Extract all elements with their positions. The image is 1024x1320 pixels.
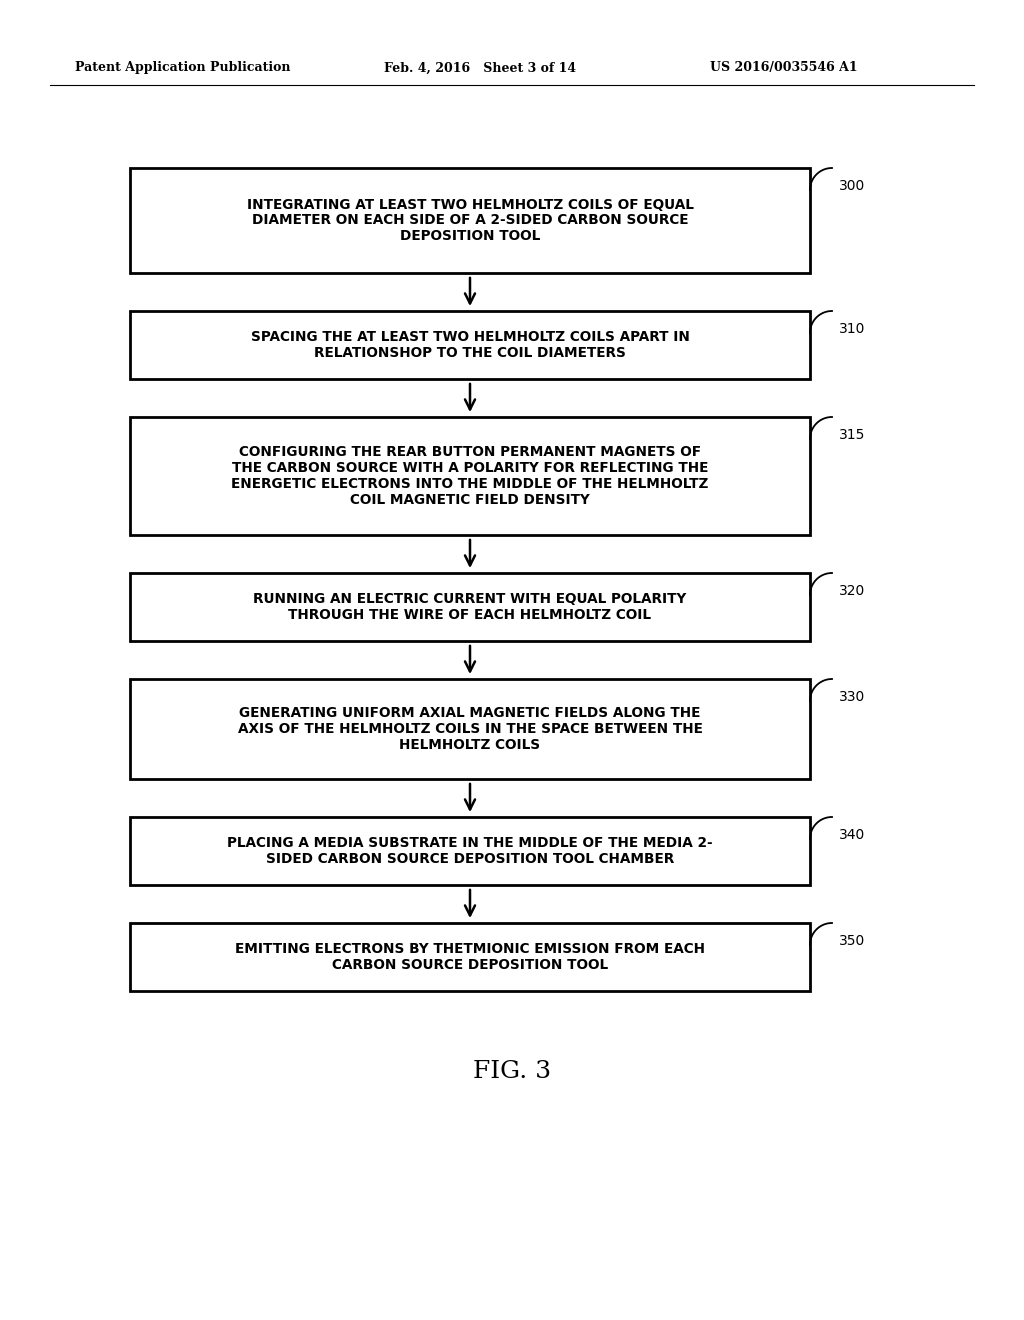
Text: ENERGETIC ELECTRONS INTO THE MIDDLE OF THE HELMHOLTZ: ENERGETIC ELECTRONS INTO THE MIDDLE OF T…: [231, 477, 709, 491]
Bar: [130, 678, 810, 779]
Bar: [130, 923, 810, 991]
Text: SPACING THE AT LEAST TWO HELMHOLTZ COILS APART IN: SPACING THE AT LEAST TWO HELMHOLTZ COILS…: [251, 330, 689, 345]
Text: RELATIONSHOP TO THE COIL DIAMETERS: RELATIONSHOP TO THE COIL DIAMETERS: [314, 346, 626, 360]
Text: INTEGRATING AT LEAST TWO HELMHOLTZ COILS OF EQUAL: INTEGRATING AT LEAST TWO HELMHOLTZ COILS…: [247, 198, 693, 211]
Text: HELMHOLTZ COILS: HELMHOLTZ COILS: [399, 738, 541, 751]
Text: GENERATING UNIFORM AXIAL MAGNETIC FIELDS ALONG THE: GENERATING UNIFORM AXIAL MAGNETIC FIELDS…: [240, 706, 700, 721]
Bar: [130, 417, 810, 535]
Text: CARBON SOURCE DEPOSITION TOOL: CARBON SOURCE DEPOSITION TOOL: [332, 958, 608, 972]
Text: US 2016/0035546 A1: US 2016/0035546 A1: [710, 62, 857, 74]
Text: EMITTING ELECTRONS BY THETMIONIC EMISSION FROM EACH: EMITTING ELECTRONS BY THETMIONIC EMISSIO…: [234, 942, 705, 956]
Text: Feb. 4, 2016   Sheet 3 of 14: Feb. 4, 2016 Sheet 3 of 14: [384, 62, 577, 74]
Text: THROUGH THE WIRE OF EACH HELMHOLTZ COIL: THROUGH THE WIRE OF EACH HELMHOLTZ COIL: [289, 607, 651, 622]
Bar: [130, 312, 810, 379]
Text: THE CARBON SOURCE WITH A POLARITY FOR REFLECTING THE: THE CARBON SOURCE WITH A POLARITY FOR RE…: [231, 461, 709, 475]
Bar: [130, 573, 810, 642]
Text: RUNNING AN ELECTRIC CURRENT WITH EQUAL POLARITY: RUNNING AN ELECTRIC CURRENT WITH EQUAL P…: [253, 593, 687, 606]
Text: COIL MAGNETIC FIELD DENSITY: COIL MAGNETIC FIELD DENSITY: [350, 492, 590, 507]
Text: DEPOSITION TOOL: DEPOSITION TOOL: [400, 230, 540, 243]
Text: PLACING A MEDIA SUBSTRATE IN THE MIDDLE OF THE MEDIA 2-: PLACING A MEDIA SUBSTRATE IN THE MIDDLE …: [227, 836, 713, 850]
Text: 330: 330: [839, 690, 865, 704]
Text: 310: 310: [839, 322, 865, 337]
Text: FIG. 3: FIG. 3: [473, 1060, 551, 1082]
Text: DIAMETER ON EACH SIDE OF A 2-SIDED CARBON SOURCE: DIAMETER ON EACH SIDE OF A 2-SIDED CARBO…: [252, 214, 688, 227]
Text: 320: 320: [839, 583, 865, 598]
Bar: [130, 168, 810, 273]
Text: Patent Application Publication: Patent Application Publication: [75, 62, 291, 74]
Bar: [130, 817, 810, 884]
Text: AXIS OF THE HELMHOLTZ COILS IN THE SPACE BETWEEN THE: AXIS OF THE HELMHOLTZ COILS IN THE SPACE…: [238, 722, 702, 737]
Text: 350: 350: [839, 935, 865, 948]
Text: CONFIGURING THE REAR BUTTON PERMANENT MAGNETS OF: CONFIGURING THE REAR BUTTON PERMANENT MA…: [239, 445, 701, 459]
Text: 315: 315: [839, 428, 865, 442]
Text: 340: 340: [839, 828, 865, 842]
Text: SIDED CARBON SOURCE DEPOSITION TOOL CHAMBER: SIDED CARBON SOURCE DEPOSITION TOOL CHAM…: [266, 851, 674, 866]
Text: 300: 300: [839, 180, 865, 193]
